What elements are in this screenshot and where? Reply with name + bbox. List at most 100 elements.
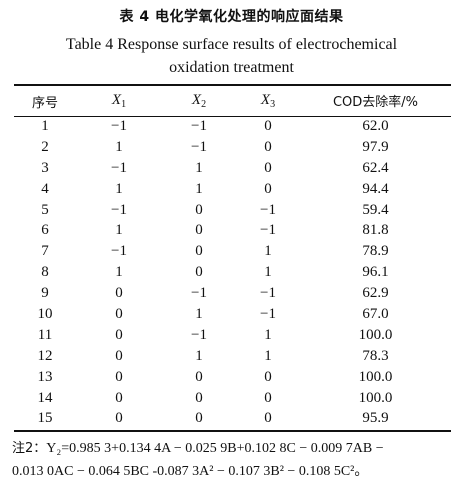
cell-serial: 12 xyxy=(37,347,53,364)
header-x2-symbol: X xyxy=(191,92,202,108)
cell-cod-rate: 78.9 xyxy=(362,243,389,260)
cell-cod-rate: 62.4 xyxy=(362,159,389,176)
table-row: 14 0 0 0 100.0 xyxy=(14,388,451,409)
cell-serial: 13 xyxy=(37,368,53,385)
note-equation-part2: 0.013 0AC − 0.064 5BC -0.087 3A² − 0.107… xyxy=(12,464,369,479)
cell-cod-rate: 62.0 xyxy=(362,117,389,134)
cell-x1: 0 xyxy=(115,285,123,302)
cell-x1: 1 xyxy=(115,264,123,281)
note-line1: 注2：Y₂=0.985 3+0.134 4A − 0.025 9B+0.102 … xyxy=(12,437,457,460)
cell-cod-rate: 59.4 xyxy=(362,201,389,218)
table-title-chinese: 表 4 电化学氧化处理的响应面结果 xyxy=(119,9,344,25)
table-row: 12 0 1 1 78.3 xyxy=(14,346,451,367)
cell-cod-rate: 100.0 xyxy=(358,389,393,406)
table-row: 7 −1 0 1 78.9 xyxy=(14,241,451,262)
cell-x2: −1 xyxy=(191,285,207,302)
cell-x2: 0 xyxy=(195,222,203,239)
cell-cod-rate: 81.8 xyxy=(362,222,389,239)
cell-serial: 14 xyxy=(37,389,53,406)
cell-serial: 15 xyxy=(37,410,53,427)
cell-x1: 0 xyxy=(115,326,123,343)
cell-cod-rate: 97.9 xyxy=(362,138,389,155)
cell-x3: 0 xyxy=(264,159,272,176)
cell-x1: −1 xyxy=(111,243,127,260)
header-x3-subscript: 3 xyxy=(270,99,276,110)
cell-x3: 0 xyxy=(264,117,272,134)
table-row: 3 −1 1 0 62.4 xyxy=(14,158,451,179)
cell-cod-rate: 100.0 xyxy=(358,326,393,343)
cell-x3: 1 xyxy=(264,326,272,343)
header-cod-removal-rate: COD去除率/% xyxy=(300,86,451,116)
cell-x3: 0 xyxy=(264,368,272,385)
cell-x1: 0 xyxy=(115,368,123,385)
cell-x3: 0 xyxy=(264,410,272,427)
cell-x2: 0 xyxy=(195,410,203,427)
cell-cod-rate: 67.0 xyxy=(362,305,389,322)
cell-x2: −1 xyxy=(191,326,207,343)
cell-x1: 1 xyxy=(115,222,123,239)
cell-x1: 0 xyxy=(115,305,123,322)
table-row: 13 0 0 0 100.0 xyxy=(14,367,451,388)
cell-cod-rate: 78.3 xyxy=(362,347,389,364)
table-bottom-rule xyxy=(14,430,451,432)
table-row: 1 −1 −1 0 62.0 xyxy=(14,116,451,137)
cell-x1: 0 xyxy=(115,389,123,406)
cell-x3: 0 xyxy=(264,180,272,197)
table-title-english: Table 4 Response surface results of elec… xyxy=(0,33,463,79)
table-top-rule xyxy=(14,84,451,86)
header-x2-subscript: 2 xyxy=(201,99,207,110)
cell-x3: 1 xyxy=(264,264,272,281)
cell-serial: 4 xyxy=(41,180,49,197)
cell-x1: −1 xyxy=(111,201,127,218)
cell-x1: 1 xyxy=(115,138,123,155)
cell-cod-rate: 95.9 xyxy=(362,410,389,427)
table-note: 注2：Y₂=0.985 3+0.134 4A − 0.025 9B+0.102 … xyxy=(12,437,457,483)
table-body: 1 −1 −1 0 62.0 2 1 −1 0 97.9 3 −1 1 0 62.4 4 1 1 0 94.4 5 −1 0… xyxy=(14,116,451,429)
table-header-row: 序号 X1 X2 X3 COD去除率/% xyxy=(14,86,451,116)
header-serial-number: 序号 xyxy=(31,95,58,111)
response-surface-table: 序号 X1 X2 X3 COD去除率/% 1 −1 −1 0 62.0 2 1 −1 0 97.9… xyxy=(14,86,451,429)
table-row: 5 −1 0 −1 59.4 xyxy=(14,200,451,221)
table-row: 11 0 −1 1 100.0 xyxy=(14,325,451,346)
table-row: 8 1 0 1 96.1 xyxy=(14,262,451,283)
cell-x3: −1 xyxy=(260,285,276,302)
cell-x1: −1 xyxy=(111,117,127,134)
cell-x1: 1 xyxy=(115,180,123,197)
cell-serial: 1 xyxy=(41,117,49,134)
table-row: 15 0 0 0 95.9 xyxy=(14,408,451,429)
table-title-english-line2: oxidation treatment xyxy=(169,59,294,76)
cell-x3: −1 xyxy=(260,201,276,218)
cell-x2: 0 xyxy=(195,389,203,406)
cell-x2: 0 xyxy=(195,243,203,260)
note-label: 注2： xyxy=(12,441,47,456)
cell-serial: 11 xyxy=(37,326,53,343)
cell-x3: 1 xyxy=(264,347,272,364)
cell-x2: −1 xyxy=(191,117,207,134)
cell-x2: 1 xyxy=(195,305,203,322)
cell-x2: 1 xyxy=(195,347,203,364)
cell-x2: 0 xyxy=(195,264,203,281)
header-cod-label: COD去除率/% xyxy=(332,95,419,110)
table-row: 2 1 −1 0 97.9 xyxy=(14,137,451,158)
cell-serial: 9 xyxy=(41,285,49,302)
cell-x2: −1 xyxy=(191,138,207,155)
header-x1: X1 xyxy=(76,86,162,116)
cell-x2: 0 xyxy=(195,368,203,385)
cell-x2: 1 xyxy=(195,180,203,197)
cell-serial: 3 xyxy=(41,159,49,176)
header-x2: X2 xyxy=(162,86,236,116)
table-title-english-line1: Table 4 Response surface results of elec… xyxy=(65,36,398,53)
cell-cod-rate: 62.9 xyxy=(362,285,389,302)
cell-x3: −1 xyxy=(260,305,276,322)
cell-cod-rate: 94.4 xyxy=(362,180,389,197)
header-x1-symbol: X xyxy=(111,92,122,108)
note-equation-part1: Y₂=0.985 3+0.134 4A − 0.025 9B+0.102 8C … xyxy=(46,441,384,456)
cell-x3: 0 xyxy=(264,138,272,155)
table-row: 9 0 −1 −1 62.9 xyxy=(14,283,451,304)
table-row: 10 0 1 −1 67.0 xyxy=(14,304,451,325)
table-row: 4 1 1 0 94.4 xyxy=(14,179,451,200)
table-header-rule xyxy=(14,116,451,117)
cell-cod-rate: 96.1 xyxy=(362,264,389,281)
header-x3: X3 xyxy=(236,86,300,116)
